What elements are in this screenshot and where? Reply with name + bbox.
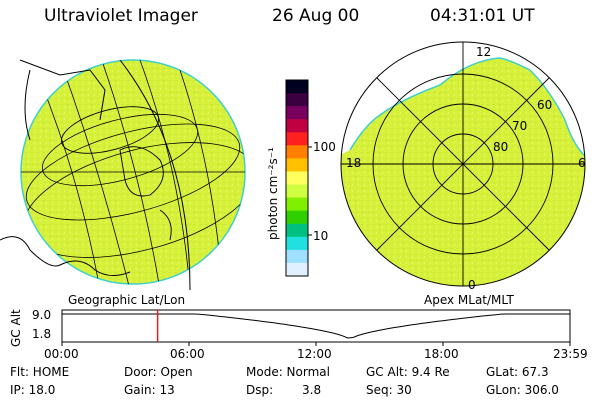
colorbar-swatch xyxy=(286,197,308,212)
time-tick-label-2: 12:00 xyxy=(297,347,332,361)
status-glon: GLon: 306.0 xyxy=(486,383,559,397)
colorbar-swatch xyxy=(286,158,308,172)
colorbar-swatch xyxy=(286,80,308,94)
colorbar xyxy=(285,79,312,277)
geographic-image xyxy=(0,59,246,291)
status-door: Door: Open xyxy=(124,365,193,379)
altitude-ylabel: GC Alt xyxy=(9,309,23,347)
time-tick-label-0: 00:00 xyxy=(44,347,79,361)
colorbar-swatch xyxy=(286,106,308,120)
altitude-curve xyxy=(62,313,570,339)
mlt-label-12: 12 xyxy=(476,45,492,59)
altitude-ytick-low: 1.8 xyxy=(32,327,52,341)
colorbar-tick-10: 10 xyxy=(313,229,329,243)
time-ticks xyxy=(61,342,571,346)
colorbar-swatch xyxy=(286,184,308,199)
image-date: 26 Aug 00 xyxy=(272,6,360,26)
mlt-label-6: 6 xyxy=(578,156,586,170)
altitude-track-plot xyxy=(61,309,571,346)
app-title: Ultraviolet Imager xyxy=(44,6,198,26)
mlat-label-60: 60 xyxy=(537,98,553,112)
colorbar-swatch xyxy=(286,249,308,264)
status-mode: Mode: Normal xyxy=(246,365,330,379)
mlt-label-18: 18 xyxy=(346,156,362,170)
colorbar-frame xyxy=(285,79,309,277)
colorbar-swatch xyxy=(286,262,308,277)
status-seq: Seq: 30 xyxy=(366,383,412,397)
status-ip: IP: 18.0 xyxy=(10,383,56,397)
polar-image xyxy=(340,41,586,287)
colorbar-tick-100: 100 xyxy=(313,140,336,154)
colorbar-swatch xyxy=(286,119,308,133)
apex-caption: Apex MLat/MLT xyxy=(424,293,514,307)
mlat-label-70: 70 xyxy=(512,119,528,133)
time-tick-label-3: 18:00 xyxy=(424,347,459,361)
status-glat: GLat: 67.3 xyxy=(486,365,549,379)
time-tick-label-1: 06:00 xyxy=(170,347,205,361)
status-dsp-value: 3.8 xyxy=(302,383,322,397)
mlat-label-80: 80 xyxy=(493,140,509,154)
status-gain: Gain: 13 xyxy=(124,383,175,397)
time-tick-label-4: 23:59 xyxy=(553,347,588,361)
status-gc-alt: GC Alt: 9.4 Re xyxy=(366,365,450,379)
colorbar-swatch xyxy=(286,132,308,146)
colorbar-swatch xyxy=(286,223,308,238)
geographic-caption: Geographic Lat/Lon xyxy=(68,293,186,307)
image-time: 04:31:01 UT xyxy=(430,6,535,26)
colorbar-swatch xyxy=(286,210,308,225)
colorbar-unit-label: photon cm⁻²s⁻¹ xyxy=(266,147,280,240)
altitude-ytick-high: 9.0 xyxy=(32,308,52,322)
polar-grid xyxy=(341,42,585,286)
colorbar-swatch xyxy=(286,145,308,159)
geographic-grid xyxy=(21,60,245,284)
mlt-label-0: 0 xyxy=(468,278,476,292)
status-dsp-label: Dsp: xyxy=(246,383,274,397)
status-flight: Flt: HOME xyxy=(10,365,70,379)
colorbar-swatch xyxy=(286,171,308,186)
colorbar-swatch xyxy=(286,93,308,107)
colorbar-swatch xyxy=(286,236,308,251)
